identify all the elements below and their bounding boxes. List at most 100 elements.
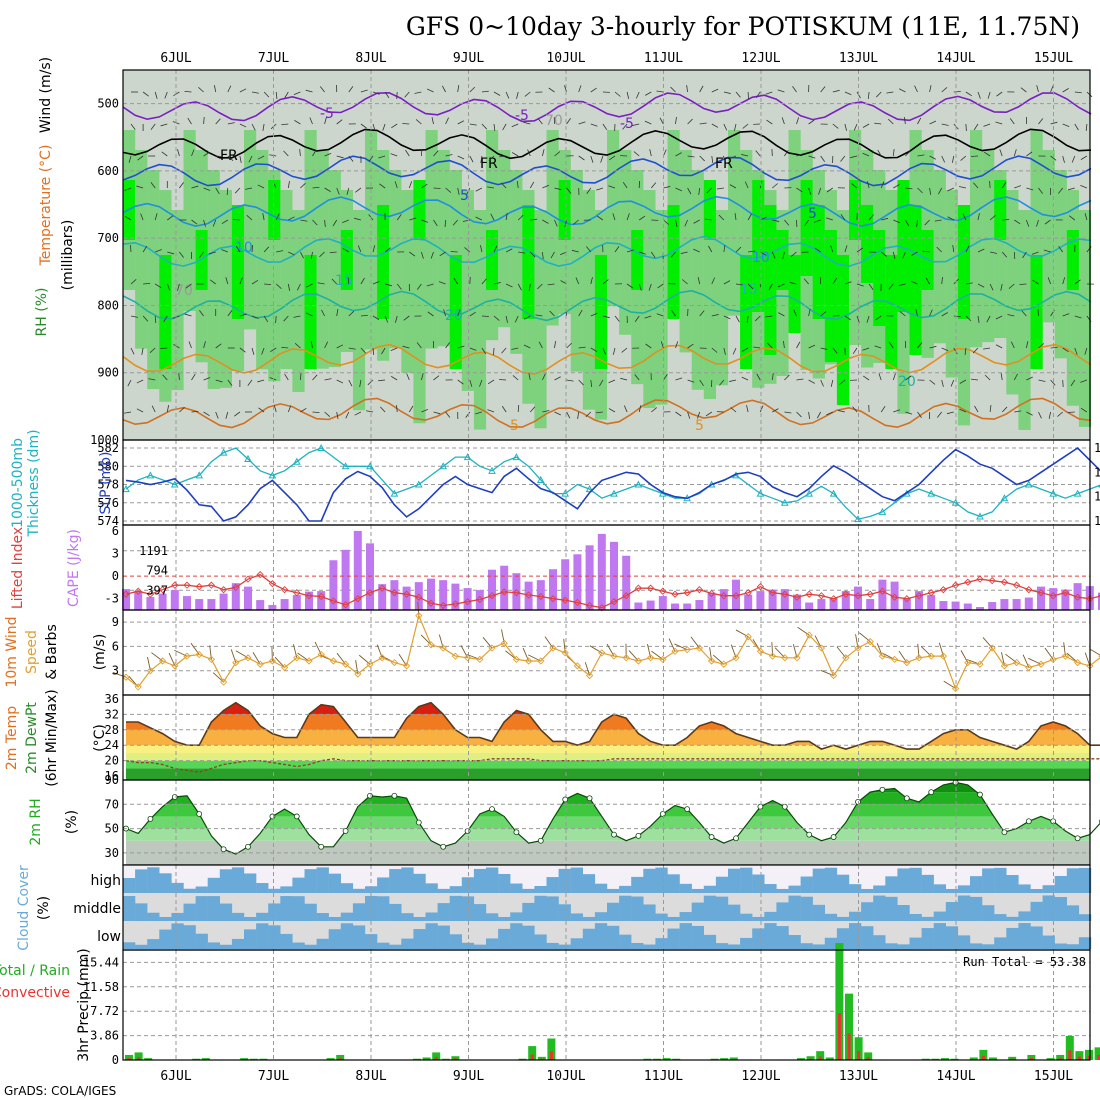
cloud-bar xyxy=(994,914,1007,921)
wind-barb xyxy=(465,411,471,418)
rh-band-mid xyxy=(1018,210,1031,430)
wind-barb xyxy=(784,411,792,414)
li-point xyxy=(622,592,630,600)
wind-barb xyxy=(317,282,325,285)
wind-barb xyxy=(742,123,749,129)
wind-barb xyxy=(946,411,954,415)
wind-barb xyxy=(650,251,656,259)
precip-convective-bar xyxy=(837,1013,841,1060)
rh-point xyxy=(708,834,715,840)
thickness-point xyxy=(146,471,155,479)
cloud-bar xyxy=(207,942,220,949)
date-tick-label-top: 8JUL xyxy=(355,51,386,66)
rh-point xyxy=(171,794,178,800)
cloud-bar xyxy=(1054,897,1067,921)
cape-bar xyxy=(305,591,313,610)
wind-barb xyxy=(670,251,676,258)
wind-barb xyxy=(905,411,913,415)
wind-barb xyxy=(867,181,870,189)
cloud-bar xyxy=(824,937,838,949)
rh-point xyxy=(1074,835,1081,842)
cloud-bar xyxy=(994,937,1007,949)
wind-barb xyxy=(852,347,858,355)
wind-barb xyxy=(608,379,616,384)
wind-speed-point xyxy=(341,660,350,668)
wind-barb xyxy=(402,345,410,349)
wind-barb xyxy=(142,91,149,97)
wind-barb xyxy=(141,347,144,355)
cloud-bar xyxy=(788,895,801,921)
wind-barb xyxy=(951,155,955,163)
contour-label: FR xyxy=(480,156,498,172)
wind-barb xyxy=(1020,87,1027,93)
cloud-bar xyxy=(437,903,450,921)
cape-bar xyxy=(866,599,875,610)
wind-barb xyxy=(226,187,229,196)
li-point xyxy=(183,581,191,589)
cloud-bar xyxy=(631,943,644,949)
wind-barb xyxy=(357,245,362,253)
wind-barb xyxy=(342,248,350,253)
temperature-contour xyxy=(122,155,1092,187)
wind-barb xyxy=(905,187,913,190)
precip-convective-bar xyxy=(866,1056,870,1060)
wind-barb xyxy=(941,155,946,163)
wind-barb xyxy=(832,347,838,354)
wind-barb xyxy=(735,91,741,98)
wind-barb xyxy=(663,219,670,225)
thickness-point xyxy=(1024,480,1033,488)
cloud-bar xyxy=(933,884,946,893)
wind-speed-point xyxy=(817,644,826,652)
wind-barb xyxy=(1062,313,1070,317)
rh-band-high xyxy=(631,230,644,290)
wind-barb xyxy=(283,150,289,157)
wind-barb xyxy=(755,91,761,99)
wind-barb xyxy=(1026,219,1030,227)
cloud-bar xyxy=(304,944,317,949)
cape-bar xyxy=(634,602,643,610)
rh-band-mid xyxy=(401,190,414,373)
li-point xyxy=(219,586,228,594)
cloud-bar xyxy=(691,888,704,893)
cloud-bar xyxy=(764,923,777,949)
wind-barb xyxy=(716,187,724,190)
cloud-bar xyxy=(498,916,511,921)
wind-barb xyxy=(839,379,846,385)
wind-barb xyxy=(1038,187,1043,194)
thickness-tick-label: 576 xyxy=(97,496,119,510)
wind-speed-point xyxy=(1049,655,1057,664)
wind-barb xyxy=(708,245,713,253)
wind-barb xyxy=(748,250,756,253)
wind-speed-point xyxy=(781,654,789,662)
wind-barb xyxy=(911,251,918,256)
rh-band-mid xyxy=(219,190,232,388)
cloud-bar xyxy=(643,868,656,893)
wind-barb xyxy=(493,91,501,96)
wind-barb xyxy=(136,408,144,413)
li-point xyxy=(415,593,423,601)
wind-barb xyxy=(820,379,824,387)
cloud-bar xyxy=(921,916,934,921)
wind-barb xyxy=(380,406,386,413)
wind-barb xyxy=(239,123,247,128)
wind-barb xyxy=(469,155,474,163)
wind-barb xyxy=(287,283,291,291)
wind-barb xyxy=(142,245,148,253)
cloud-bar xyxy=(728,904,741,921)
wind-barb xyxy=(288,251,295,256)
cloud-bar xyxy=(1054,875,1067,893)
wind-barb xyxy=(862,123,870,128)
wind-barb xyxy=(929,155,936,160)
wind-barb xyxy=(537,118,543,125)
wind-barb xyxy=(421,183,428,189)
wind-barb xyxy=(288,216,295,221)
cloud-bar xyxy=(655,938,668,949)
wind-barb xyxy=(293,315,301,318)
wind-barb xyxy=(899,88,906,93)
wind-barb xyxy=(203,187,211,191)
contour-label: 5 xyxy=(460,188,469,204)
cape-bar xyxy=(573,554,582,610)
date-tick-label-bottom: 10JUL xyxy=(546,1069,585,1084)
wind-barb xyxy=(634,315,640,322)
wind-barb xyxy=(427,311,434,317)
